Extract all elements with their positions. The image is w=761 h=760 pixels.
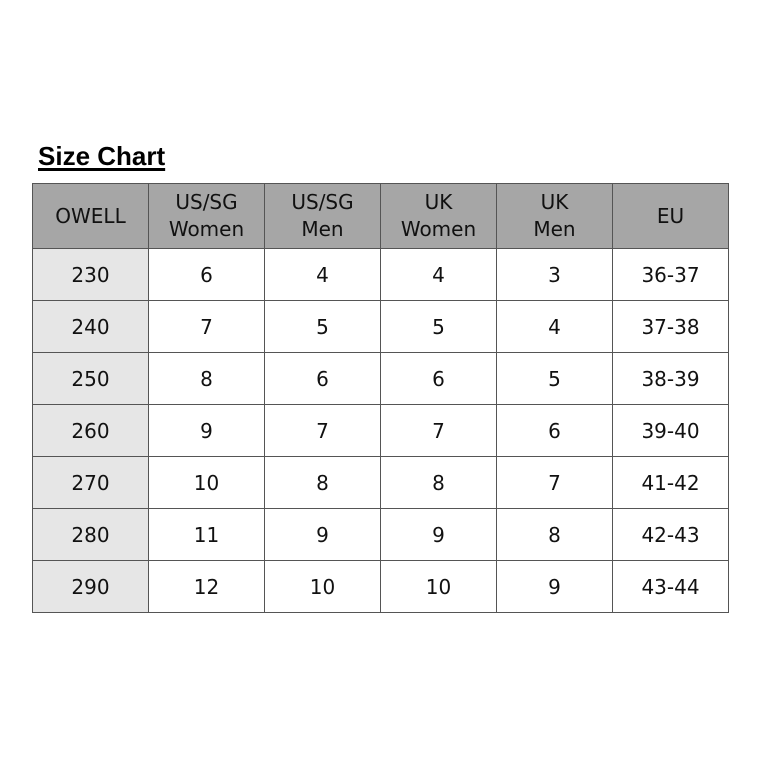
column-header-line: UK: [424, 190, 453, 214]
column-header-line: EU: [656, 203, 685, 228]
size-chart-table: OWELL US/SG Women US/SG Men UK Women UK Men EU 23…: [32, 183, 729, 613]
owell-size-cell: 260: [32, 404, 149, 457]
size-cell: 39-40: [612, 404, 729, 457]
size-cell: 9: [496, 560, 613, 613]
size-cell: 6: [264, 352, 381, 405]
table-row: 260 9 7 7 6 39-40: [32, 404, 729, 457]
size-cell: 7: [148, 300, 265, 353]
owell-size-cell: 230: [32, 248, 149, 301]
owell-size-cell: 270: [32, 456, 149, 509]
column-header: US/SG Men: [264, 183, 381, 249]
size-cell: 7: [380, 404, 497, 457]
column-header-line: UK: [540, 190, 569, 214]
size-cell: 4: [264, 248, 381, 301]
size-cell: 5: [264, 300, 381, 353]
size-cell: 4: [496, 300, 613, 353]
size-cell: 10: [148, 456, 265, 509]
size-cell: 6: [496, 404, 613, 457]
owell-size-cell: 290: [32, 560, 149, 613]
size-cell: 7: [496, 456, 613, 509]
column-header-line: Women: [168, 217, 245, 241]
size-cell: 8: [380, 456, 497, 509]
column-header: OWELL: [32, 183, 149, 249]
size-cell: 5: [380, 300, 497, 353]
column-header-line: US/SG: [175, 190, 238, 214]
size-cell: 6: [380, 352, 497, 405]
size-cell: 41-42: [612, 456, 729, 509]
page-title: Size Chart: [38, 141, 166, 171]
size-cell: 42-43: [612, 508, 729, 561]
column-header: UK Women: [380, 183, 497, 249]
size-cell: 10: [264, 560, 381, 613]
size-cell: 37-38: [612, 300, 729, 353]
size-cell: 36-37: [612, 248, 729, 301]
size-cell: 9: [148, 404, 265, 457]
size-cell: 11: [148, 508, 265, 561]
column-header: US/SG Women: [148, 183, 265, 249]
table-row: 290 12 10 10 9 43-44: [32, 560, 729, 613]
table-row: 250 8 6 6 5 38-39: [32, 352, 729, 405]
size-cell: 5: [496, 352, 613, 405]
size-cell: 3: [496, 248, 613, 301]
column-header-line: Men: [301, 217, 344, 241]
size-cell: 8: [148, 352, 265, 405]
column-header-line: OWELL: [55, 203, 126, 228]
table-row: 270 10 8 8 7 41-42: [32, 456, 729, 509]
header-row: OWELL US/SG Women US/SG Men UK Women UK Men EU: [32, 183, 729, 249]
column-header: UK Men: [496, 183, 613, 249]
table-row: 240 7 5 5 4 37-38: [32, 300, 729, 353]
column-header-line: Women: [400, 217, 477, 241]
size-cell: 8: [496, 508, 613, 561]
owell-size-cell: 280: [32, 508, 149, 561]
size-cell: 9: [264, 508, 381, 561]
column-header-line: Men: [533, 217, 576, 241]
owell-size-cell: 250: [32, 352, 149, 405]
size-cell: 12: [148, 560, 265, 613]
size-cell: 10: [380, 560, 497, 613]
size-cell: 8: [264, 456, 381, 509]
column-header: EU: [612, 183, 729, 249]
owell-size-cell: 240: [32, 300, 149, 353]
size-cell: 43-44: [612, 560, 729, 613]
size-cell: 4: [380, 248, 497, 301]
table-row: 230 6 4 4 3 36-37: [32, 248, 729, 301]
size-cell: 9: [380, 508, 497, 561]
size-cell: 7: [264, 404, 381, 457]
size-cell: 6: [148, 248, 265, 301]
table-row: 280 11 9 9 8 42-43: [32, 508, 729, 561]
column-header-line: US/SG: [291, 190, 354, 214]
size-cell: 38-39: [612, 352, 729, 405]
